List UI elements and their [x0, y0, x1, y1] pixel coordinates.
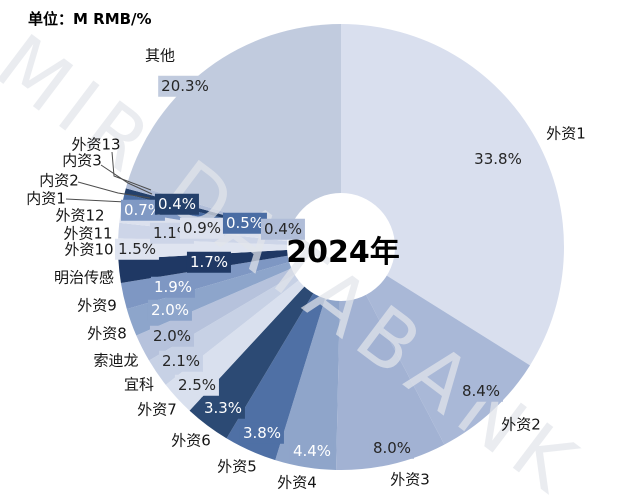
label-leader-line: [77, 181, 151, 199]
pie-slice: [165, 247, 341, 411]
pie-slice: [127, 24, 341, 247]
pie-slice: [189, 247, 341, 439]
pie-slice: [341, 24, 565, 366]
pie-slice: [275, 247, 341, 470]
pie-slice: [336, 247, 445, 470]
pie-slice: [118, 238, 341, 260]
unit-title: 单位：M RMB/%: [28, 10, 152, 28]
pie-slice: [149, 247, 341, 385]
label-leader-line: [111, 151, 152, 191]
donut-hole: [287, 193, 395, 301]
center-year-label: 2024年: [286, 235, 400, 270]
pie-slice: [226, 247, 341, 461]
label-leader-line: [100, 164, 153, 195]
